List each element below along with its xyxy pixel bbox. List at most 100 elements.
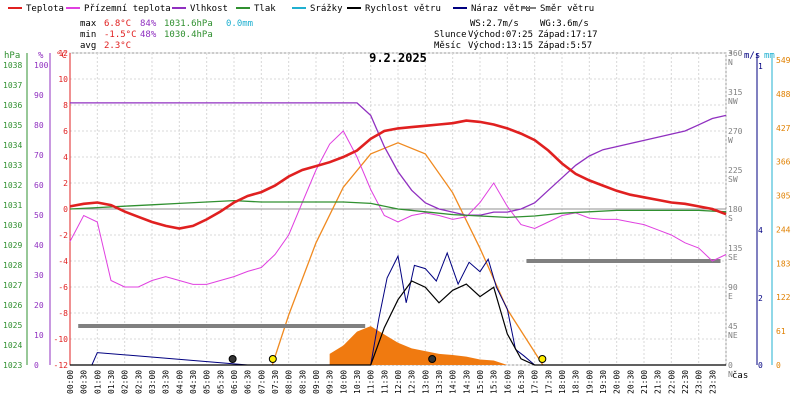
tick-x: 02:00	[121, 370, 130, 394]
tick-x-wrap: 10:00	[339, 370, 348, 394]
tick-hpa: 1025	[3, 321, 22, 330]
tick-pct: 70	[34, 151, 44, 160]
tick-x: 02:30	[134, 370, 143, 394]
tick-x-wrap: 13:00	[421, 370, 430, 394]
axis-unit-ms: m/s	[744, 51, 760, 61]
tick-c: 0	[63, 205, 68, 214]
tick-x-wrap: 08:00	[285, 370, 294, 394]
tick-c: -8	[58, 309, 68, 318]
tick-dir-label: NW	[728, 97, 738, 106]
tick-x: 16:30	[517, 370, 526, 394]
tick-x-wrap: 01:30	[107, 370, 116, 394]
tick-hpa: 1034	[3, 141, 22, 150]
tick-x-wrap: 04:00	[175, 370, 184, 394]
tick-x: 05:00	[203, 370, 212, 394]
tick-x: 06:00	[230, 370, 239, 394]
tick-x: 12:00	[394, 370, 403, 394]
tick-x-wrap: 06:30	[244, 370, 253, 394]
tick-pct: 40	[34, 241, 44, 250]
axis-hpa: 1038 1037 1036 1035 1034 1033 1032 1031 1030 1029…	[3, 61, 22, 370]
tick-x: 00:00	[66, 370, 75, 394]
tick-x-wrap: 03:30	[162, 370, 171, 394]
tick-x: 17:00	[531, 370, 540, 394]
tick-dir-label: SW	[728, 175, 738, 184]
tick-x-wrap: 23:30	[708, 370, 717, 394]
tick-x-wrap: 22:00	[667, 370, 676, 394]
tick-x: 22:00	[667, 370, 676, 394]
tick-ms: 4	[758, 226, 763, 235]
tick-x-wrap: 17:00	[531, 370, 540, 394]
tick-x: 11:30	[380, 370, 389, 394]
tick-x-wrap: 08:30	[298, 370, 307, 394]
tick-x-wrap: 05:30	[216, 370, 225, 394]
tick-mm: 0	[776, 361, 781, 370]
tick-x-wrap: 22:30	[681, 370, 690, 394]
solar-curve	[271, 142, 544, 366]
tick-x-wrap: 14:00	[449, 370, 458, 394]
moonrise-marker	[428, 355, 437, 363]
tick-x: 06:30	[244, 370, 253, 394]
ground-temp-line	[69, 130, 727, 288]
legend: Teplota Přízemní teplota Vlhkost Tlak Srážky…	[8, 4, 594, 14]
tick-mm: 305	[776, 192, 791, 201]
tick-x: 09:30	[326, 370, 335, 394]
sun-rise: Východ:07:25	[468, 30, 533, 40]
tick-x: 14:30	[462, 370, 471, 394]
tick-pct: 90	[34, 91, 44, 100]
tick-pct: 30	[34, 271, 44, 280]
tick-c: -12	[54, 361, 69, 370]
tick-c: -10	[54, 335, 69, 344]
wind-speed-line	[70, 280, 726, 366]
axis-unit-deg: °	[728, 51, 733, 61]
wind-ws: WS:2.7m/s	[470, 19, 519, 29]
tick-dir: 90	[728, 283, 738, 292]
sun-set: Západ:17:17	[538, 30, 598, 40]
tick-x-wrap: 10:30	[353, 370, 362, 394]
tick-x-wrap: 00:30	[80, 370, 89, 394]
tick-x: 15:00	[476, 370, 485, 394]
tick-x-wrap: 07:00	[257, 370, 266, 394]
tick-dir: 225	[728, 166, 743, 175]
tick-hpa: 1027	[3, 281, 22, 290]
stats-min-temp: -1.5°C	[104, 30, 137, 40]
tick-x-wrap: 20:00	[613, 370, 622, 394]
tick-c: -4	[58, 257, 68, 266]
tick-x: 23:30	[708, 370, 717, 394]
tick-x: 23:00	[695, 370, 704, 394]
tick-x: 17:30	[544, 370, 553, 394]
axis-unit-x: čas	[732, 370, 748, 381]
tick-ms: 1	[758, 62, 763, 71]
temperature-line	[69, 119, 727, 230]
tick-x-wrap: 00:00	[66, 370, 75, 394]
tick-x-wrap: 02:00	[121, 370, 130, 394]
tick-pct: 100	[34, 61, 49, 70]
legend-label: Teplota	[26, 4, 64, 14]
stats-max-label: max	[80, 19, 97, 29]
tick-pct: 50	[34, 211, 44, 220]
tick-x-wrap: 04:30	[189, 370, 198, 394]
tick-x-wrap: 18:30	[572, 370, 581, 394]
tick-x-wrap: 21:00	[640, 370, 649, 394]
tick-x-wrap: 16:00	[503, 370, 512, 394]
tick-x: 11:00	[367, 370, 376, 394]
tick-x-wrap: 07:30	[271, 370, 280, 394]
tick-x: 16:00	[503, 370, 512, 394]
tick-dir-label: SE	[728, 253, 738, 262]
stats-max-hum: 84%	[140, 19, 157, 29]
tick-pct: 10	[34, 331, 44, 340]
tick-dir-label: S	[728, 214, 733, 223]
tick-x: 08:00	[285, 370, 294, 394]
pressure-line	[69, 199, 727, 219]
tick-x-wrap: 19:30	[599, 370, 608, 394]
tick-x-wrap: 21:30	[654, 370, 663, 394]
tick-hpa: 1029	[3, 241, 22, 250]
tick-x-wrap: 17:30	[544, 370, 553, 394]
tick-hpa: 1035	[3, 121, 22, 130]
sunrise-marker	[268, 355, 277, 363]
tick-hpa: 1037	[3, 81, 22, 90]
tick-x-wrap: 11:00	[367, 370, 376, 394]
tick-dir: 180	[728, 205, 743, 214]
